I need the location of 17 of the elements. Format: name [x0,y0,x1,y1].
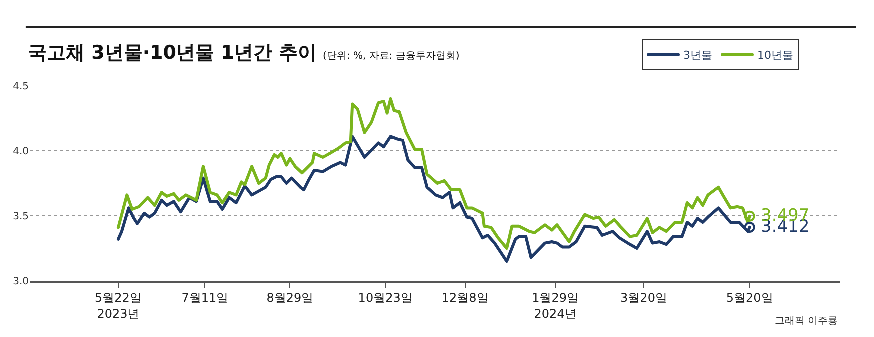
chart-subtitle: (단위: %, 자료: 금융투자협회) [323,51,460,62]
y-tick-label: 4.0 [13,146,29,158]
legend-label: 10년물 [758,49,794,62]
x-tick-label: 12월8일 [442,291,489,306]
x-tick-label: 5월22일 2023년 [95,291,142,321]
x-tick-label: 8월29일 [266,291,314,306]
legend-label: 3년물 [684,49,712,62]
chart-title: 국고채 3년물·10년물 1년간 추이 [28,42,317,64]
y-tick-label: 4.5 [13,82,29,92]
y-tick-label: 3.0 [13,276,29,288]
x-tick-label: 5월20일 [726,291,774,306]
text: 그래픽 이주룡 [775,316,838,327]
x-tick-label: 3월20일 [620,291,668,306]
y-tick-label: 3.5 [13,212,29,222]
x-tick-label: 7월11일 [182,291,229,306]
x-tick-label: 1월29일 2024년 [532,291,580,321]
x-tick-label: 10월23일 [358,291,413,306]
